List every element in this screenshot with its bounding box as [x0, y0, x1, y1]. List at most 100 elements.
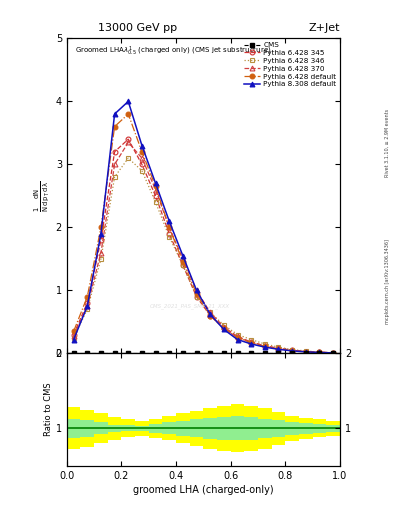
- Pythia 6.428 default: [153, 183, 158, 189]
- Pythia 6.428 345: [303, 349, 308, 355]
- Pythia 6.428 default: [112, 123, 117, 130]
- Pythia 8.308 default: [126, 98, 130, 104]
- Pythia 8.308 default: [167, 218, 172, 224]
- Pythia 6.428 345: [85, 300, 90, 306]
- Pythia 6.428 345: [276, 345, 281, 351]
- Pythia 6.428 346: [126, 155, 130, 161]
- Pythia 6.428 default: [235, 335, 240, 341]
- Pythia 6.428 370: [303, 349, 308, 355]
- Pythia 6.428 346: [276, 344, 281, 350]
- CMS: [317, 350, 322, 356]
- CMS: [208, 350, 213, 356]
- Pythia 6.428 345: [99, 237, 103, 243]
- Pythia 6.428 370: [249, 339, 253, 345]
- Pythia 6.428 346: [99, 256, 103, 262]
- CMS: [303, 350, 308, 356]
- Pythia 6.428 345: [208, 312, 213, 318]
- Pythia 6.428 345: [249, 339, 253, 345]
- Pythia 8.308 default: [263, 344, 267, 350]
- Pythia 6.428 345: [180, 262, 185, 268]
- Line: Pythia 8.308 default: Pythia 8.308 default: [71, 99, 336, 355]
- CMS: [194, 350, 199, 356]
- Legend: CMS, Pythia 6.428 345, Pythia 6.428 346, Pythia 6.428 370, Pythia 6.428 default,: CMS, Pythia 6.428 345, Pythia 6.428 346,…: [243, 40, 338, 89]
- Pythia 8.308 default: [317, 349, 322, 355]
- Pythia 6.428 345: [263, 343, 267, 349]
- Pythia 6.428 default: [140, 148, 144, 155]
- Pythia 6.428 370: [153, 186, 158, 193]
- CMS: [331, 350, 336, 356]
- Pythia 6.428 default: [167, 224, 172, 230]
- Pythia 6.428 370: [208, 309, 213, 315]
- CMS: [290, 350, 294, 356]
- Pythia 6.428 345: [167, 230, 172, 237]
- Pythia 6.428 346: [208, 309, 213, 315]
- Pythia 6.428 346: [140, 167, 144, 174]
- Pythia 6.428 default: [249, 339, 253, 346]
- Pythia 6.428 default: [126, 111, 130, 117]
- Pythia 8.308 default: [140, 142, 144, 148]
- Pythia 6.428 370: [317, 349, 322, 355]
- Pythia 6.428 345: [317, 349, 322, 355]
- Y-axis label: Ratio to CMS: Ratio to CMS: [44, 383, 53, 436]
- CMS: [167, 350, 172, 356]
- Pythia 6.428 370: [85, 303, 90, 309]
- Pythia 8.308 default: [222, 327, 226, 333]
- CMS: [276, 350, 281, 356]
- Pythia 8.308 default: [276, 346, 281, 352]
- Pythia 6.428 default: [317, 349, 322, 355]
- CMS: [235, 350, 240, 356]
- Pythia 6.428 346: [263, 341, 267, 347]
- Pythia 8.308 default: [180, 253, 185, 259]
- Text: CMS_2021_PAS_SMP_21_XXX: CMS_2021_PAS_SMP_21_XXX: [150, 303, 230, 309]
- Pythia 6.428 346: [194, 294, 199, 300]
- Pythia 8.308 default: [112, 111, 117, 117]
- Pythia 6.428 346: [153, 199, 158, 205]
- Pythia 6.428 default: [85, 294, 90, 300]
- Pythia 6.428 370: [99, 249, 103, 255]
- Pythia 8.308 default: [99, 230, 103, 237]
- CMS: [71, 350, 76, 356]
- Pythia 6.428 370: [222, 324, 226, 330]
- Pythia 6.428 345: [235, 335, 240, 341]
- Pythia 6.428 346: [235, 331, 240, 337]
- Pythia 6.428 346: [303, 348, 308, 354]
- Pythia 6.428 default: [276, 346, 281, 352]
- Pythia 6.428 default: [263, 344, 267, 350]
- Pythia 6.428 345: [290, 347, 294, 353]
- Pythia 6.428 346: [180, 262, 185, 268]
- Pythia 6.428 346: [85, 306, 90, 312]
- Pythia 6.428 370: [180, 256, 185, 262]
- Pythia 6.428 345: [331, 350, 336, 356]
- Pythia 6.428 346: [112, 174, 117, 180]
- Pythia 6.428 370: [167, 224, 172, 230]
- Pythia 8.308 default: [249, 341, 253, 347]
- Pythia 6.428 346: [290, 347, 294, 353]
- CMS: [153, 350, 158, 356]
- Pythia 8.308 default: [331, 350, 336, 356]
- Pythia 6.428 default: [222, 325, 226, 331]
- CMS: [85, 350, 90, 356]
- Pythia 6.428 default: [331, 350, 336, 356]
- CMS: [140, 350, 144, 356]
- Pythia 6.428 370: [331, 350, 336, 356]
- Pythia 6.428 346: [222, 322, 226, 328]
- Pythia 6.428 345: [112, 148, 117, 155]
- Pythia 6.428 default: [290, 348, 294, 354]
- Line: CMS: CMS: [72, 351, 335, 355]
- Pythia 8.308 default: [208, 311, 213, 317]
- CMS: [222, 350, 226, 356]
- Line: Pythia 6.428 370: Pythia 6.428 370: [71, 140, 336, 355]
- Pythia 6.428 345: [126, 136, 130, 142]
- Pythia 6.428 346: [71, 335, 76, 341]
- Pythia 8.308 default: [303, 349, 308, 355]
- Line: Pythia 6.428 345: Pythia 6.428 345: [71, 137, 336, 355]
- Text: Z+Jet: Z+Jet: [309, 23, 340, 33]
- Pythia 6.428 346: [167, 234, 172, 240]
- Pythia 8.308 default: [85, 303, 90, 309]
- Pythia 6.428 370: [71, 333, 76, 339]
- Pythia 6.428 345: [140, 161, 144, 167]
- Y-axis label: $\frac{1}{\rm N}\frac{d\rm N}{d\,p_T\,d\,\lambda}$: $\frac{1}{\rm N}\frac{d\rm N}{d\,p_T\,d\…: [32, 180, 51, 212]
- Pythia 6.428 345: [71, 331, 76, 337]
- Pythia 8.308 default: [235, 336, 240, 343]
- CMS: [99, 350, 103, 356]
